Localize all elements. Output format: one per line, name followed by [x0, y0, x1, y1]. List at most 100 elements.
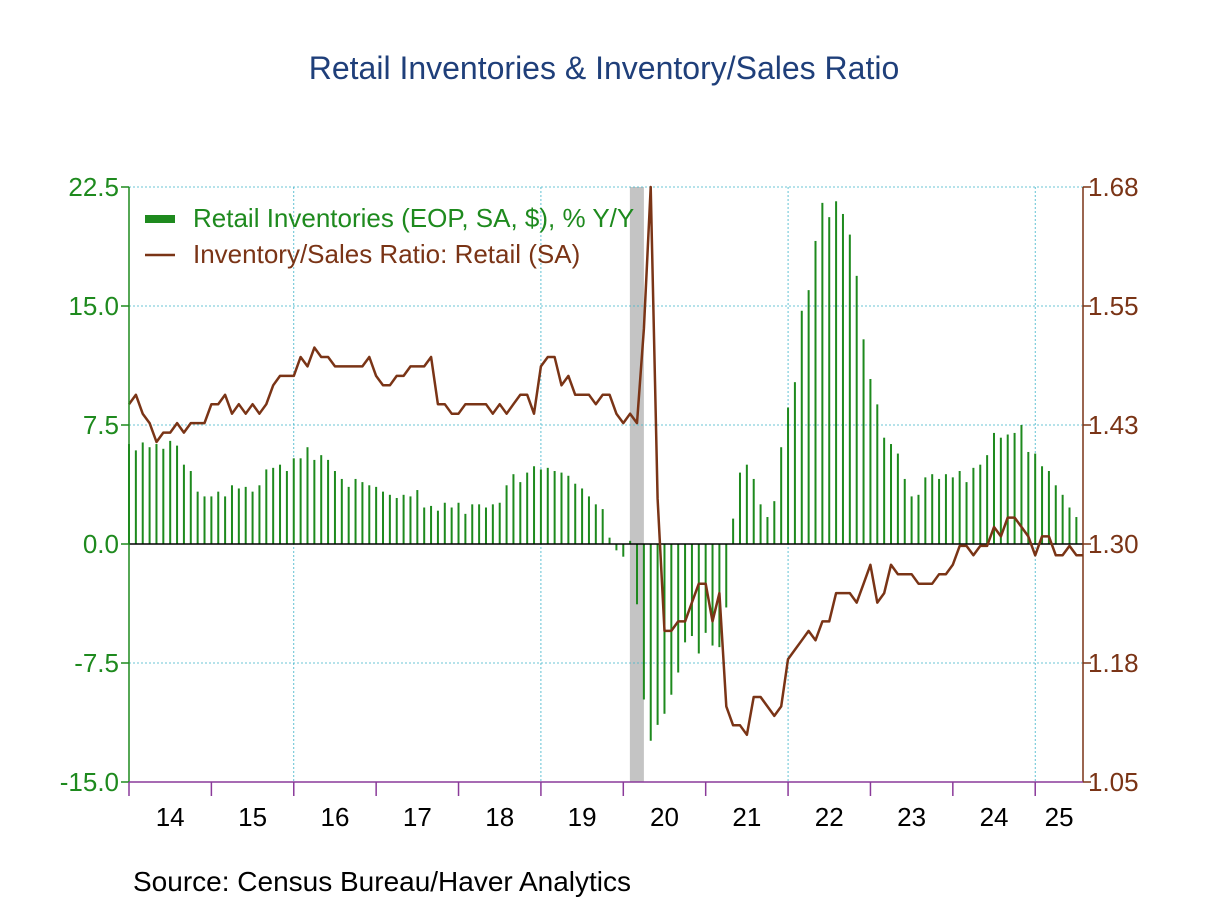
bar — [814, 240, 817, 545]
x-tick-label: 22 — [815, 802, 844, 832]
bar — [1047, 471, 1050, 544]
right-tick-label: 1.55 — [1088, 291, 1139, 321]
bar — [636, 544, 639, 605]
bar — [951, 477, 954, 544]
bar — [587, 496, 590, 544]
bar — [347, 486, 350, 544]
bar — [732, 518, 735, 544]
bar — [272, 467, 275, 544]
bar — [237, 488, 240, 544]
bar — [443, 502, 446, 544]
bar — [910, 496, 913, 544]
bar — [944, 474, 947, 544]
bar — [697, 544, 700, 654]
bar — [615, 544, 618, 551]
right-tick-label: 1.68 — [1088, 172, 1139, 202]
bar — [299, 458, 302, 544]
bar — [279, 464, 282, 544]
x-tick-label: 24 — [980, 802, 1009, 832]
bar — [1034, 453, 1037, 544]
bar — [649, 544, 652, 741]
bar — [313, 459, 316, 544]
bar — [629, 540, 632, 544]
x-tick-label: 23 — [897, 802, 926, 832]
left-tick-label: 22.5 — [68, 172, 119, 202]
bar — [258, 485, 261, 544]
bar — [155, 444, 158, 544]
bar — [320, 455, 323, 544]
bar — [560, 472, 563, 544]
bar — [780, 447, 783, 544]
left-tick-label: 7.5 — [83, 410, 119, 440]
bar — [876, 404, 879, 544]
bar — [306, 447, 309, 544]
bar — [938, 478, 941, 544]
bar — [670, 544, 673, 695]
bar — [361, 482, 364, 544]
bar — [210, 496, 213, 544]
bar — [512, 474, 515, 544]
bar — [423, 507, 426, 544]
right-tick-label: 1.18 — [1088, 648, 1139, 678]
bar — [402, 494, 405, 544]
bar — [752, 478, 755, 544]
bar — [471, 504, 474, 544]
bar — [917, 494, 920, 544]
bar — [821, 202, 824, 544]
bar — [519, 482, 522, 544]
left-tick-label: -15.0 — [60, 767, 119, 797]
bar — [1013, 432, 1016, 544]
bar — [1006, 434, 1009, 544]
bar — [745, 464, 748, 544]
x-tick-label: 19 — [568, 802, 597, 832]
bar — [972, 467, 975, 544]
bar — [176, 445, 179, 544]
x-tick-label: 14 — [156, 802, 185, 832]
bar — [224, 496, 227, 544]
bar — [533, 466, 536, 544]
bar — [251, 491, 254, 544]
bar — [828, 217, 831, 544]
bar — [1075, 517, 1078, 544]
recession-band-layer — [629, 187, 644, 782]
bar — [1041, 466, 1044, 544]
bar — [141, 442, 144, 544]
bar — [553, 471, 556, 544]
bar — [656, 544, 659, 725]
bar — [890, 444, 893, 544]
right-tick-label: 1.43 — [1088, 410, 1139, 440]
bar — [478, 504, 481, 544]
axis-layer — [121, 186, 1091, 796]
right-tick-label: 1.05 — [1088, 767, 1139, 797]
left-tick-label: 0.0 — [83, 529, 119, 559]
bar — [546, 467, 549, 544]
left-tick-label: 15.0 — [68, 291, 119, 321]
bar — [498, 502, 501, 544]
bar — [230, 485, 233, 544]
bar — [896, 453, 899, 544]
bar — [581, 488, 584, 544]
bar — [217, 491, 220, 544]
bar — [354, 478, 357, 544]
bar — [203, 496, 206, 544]
bar — [642, 544, 645, 700]
bar — [848, 234, 851, 544]
bar — [148, 447, 151, 544]
bar — [986, 455, 989, 544]
bar — [1027, 451, 1030, 544]
bar — [457, 502, 460, 544]
bar — [594, 504, 597, 544]
bar — [285, 471, 288, 544]
ratio-line — [127, 185, 1084, 737]
bar — [292, 458, 295, 544]
bar — [368, 485, 371, 544]
x-tick-label: 25 — [1045, 802, 1074, 832]
bar — [903, 478, 906, 544]
bar — [601, 509, 604, 544]
bar — [800, 310, 803, 544]
bar — [265, 469, 268, 544]
bar — [388, 494, 391, 544]
bar — [409, 496, 412, 544]
x-tick-label: 16 — [320, 802, 349, 832]
bar — [759, 504, 762, 544]
